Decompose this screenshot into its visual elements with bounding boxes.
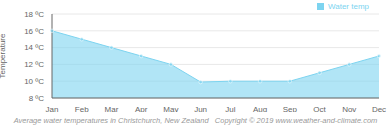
svg-text:12 ºC: 12 ºC <box>24 60 44 69</box>
svg-text:Feb: Feb <box>75 105 89 112</box>
svg-text:Sep: Sep <box>283 105 298 112</box>
svg-text:Jul: Jul <box>225 105 235 112</box>
svg-text:18 ºC: 18 ºC <box>24 10 44 19</box>
svg-text:Jan: Jan <box>46 105 59 112</box>
html-text:Average water temperatures in: Average water temperatures in Christchur… <box>13 116 378 125</box>
svg-text:May: May <box>163 105 178 112</box>
svg-text:Mar: Mar <box>105 105 119 112</box>
svg-text:Oct: Oct <box>313 105 326 112</box>
svg-text:8 ºC: 8 ºC <box>29 94 45 103</box>
svg-text:16 ºC: 16 ºC <box>24 27 44 36</box>
svg-text:Nov: Nov <box>342 105 356 112</box>
svg-text:14 ºC: 14 ºC <box>24 43 44 52</box>
svg-text:Apr: Apr <box>135 105 148 112</box>
svg-text:Dec: Dec <box>372 105 383 112</box>
svg-text:Aug: Aug <box>253 105 267 112</box>
svg-text:10 ºC: 10 ºC <box>24 77 44 86</box>
svg-text:Jun: Jun <box>194 105 207 112</box>
html-text:Water temp: Water temp <box>328 2 369 11</box>
